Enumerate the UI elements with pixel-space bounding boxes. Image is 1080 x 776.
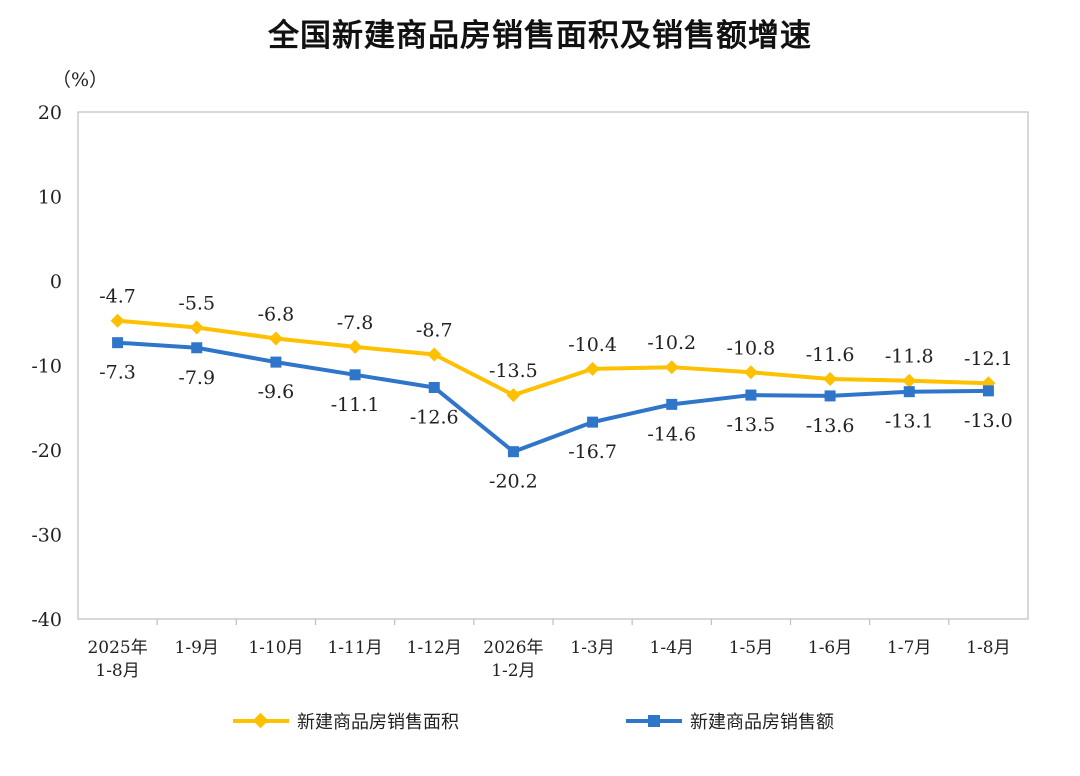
data-label: -13.0	[964, 410, 1013, 432]
legend-label-area: 新建商品房销售面积	[297, 712, 459, 733]
data-point-square	[270, 356, 282, 368]
data-point-square	[349, 369, 361, 381]
data-point-diamond	[427, 347, 442, 362]
data-label: -5.5	[178, 292, 215, 314]
data-point-square	[982, 385, 994, 397]
legend-diamond-marker-icon	[252, 712, 269, 729]
data-point-diamond	[506, 388, 521, 403]
data-point-square	[428, 381, 440, 393]
x-tick-label: 1-5月	[729, 638, 773, 658]
legend-item-area: 新建商品房销售面积	[233, 706, 459, 736]
data-label: -13.5	[727, 414, 776, 436]
data-label: -9.6	[258, 381, 295, 403]
legend-square-marker-icon	[648, 715, 660, 727]
x-tick-label: 1-7月	[887, 638, 931, 658]
series-line-area	[117, 318, 989, 398]
data-label: -7.9	[178, 367, 215, 389]
data-point-diamond	[268, 331, 283, 346]
data-point-diamond	[743, 365, 758, 380]
data-label: -10.2	[647, 332, 696, 354]
data-labels: -4.7 -5.5 -6.8 -7.8 -8.7 -13.5 -10.4 -10.2 -10.8…	[99, 286, 1013, 493]
x-tick-label: 1-6月	[808, 638, 852, 658]
x-tick-label: 1-12月	[407, 638, 462, 658]
x-tick-label: 1-3月	[570, 638, 614, 658]
data-point-square	[745, 389, 757, 401]
y-tick-label: 0	[50, 271, 62, 293]
x-tick-label: 1-8月	[95, 661, 139, 681]
data-point-diamond	[902, 373, 917, 388]
line-chart: （%） 20 10 0 -10 -20 -30 -40 2025年 1-8月 1-9月 1-10月…	[31, 69, 1029, 681]
legend-label-amount: 新建商品房销售额	[690, 712, 834, 733]
data-label: -13.1	[885, 411, 934, 433]
data-label: -14.6	[647, 423, 696, 445]
data-point-diamond	[189, 320, 204, 335]
legend-swatch-amount	[626, 706, 682, 736]
legend-swatch-area	[233, 706, 289, 736]
y-tick-label: -40	[31, 609, 62, 631]
data-label: -7.3	[99, 362, 136, 384]
y-tick-label: 20	[38, 102, 62, 124]
data-point-diamond	[110, 313, 125, 328]
x-tick-label: 1-4月	[650, 638, 694, 658]
chart-title: 全国新建商品房销售面积及销售额增速	[268, 18, 812, 54]
x-tick-label: 2025年	[87, 638, 147, 658]
data-label: -11.8	[885, 346, 934, 368]
data-label: -6.8	[258, 303, 295, 325]
series-layer	[110, 313, 996, 458]
data-label: -20.2	[489, 471, 538, 493]
data-point-square	[903, 386, 915, 398]
data-point-square	[191, 342, 203, 354]
data-label: -16.7	[568, 441, 617, 463]
data-label: -10.8	[727, 337, 776, 359]
data-point-square	[587, 416, 599, 428]
y-axis-ticks: 20 10 0 -10 -20 -30 -40	[31, 102, 62, 631]
y-tick-label: -10	[31, 356, 62, 378]
data-point-diamond	[664, 360, 679, 375]
data-point-square	[507, 446, 519, 458]
data-point-square	[824, 390, 836, 402]
x-tick-label: 1-8月	[966, 638, 1010, 658]
x-tick-label: 1-9月	[175, 638, 219, 658]
y-tick-label: -20	[31, 440, 62, 462]
data-point-diamond	[348, 339, 363, 354]
data-label: -12.1	[964, 348, 1013, 370]
data-label: -10.4	[568, 334, 617, 356]
data-label: -13.5	[489, 360, 538, 382]
data-label: -8.7	[416, 320, 453, 342]
y-tick-label: 10	[38, 187, 62, 209]
x-tick-label: 1-10月	[248, 638, 303, 658]
x-tick-label: 1-11月	[327, 638, 382, 658]
data-label: -13.6	[806, 415, 855, 437]
x-tick-label: 2026年	[483, 638, 543, 658]
x-axis-ticks: 2025年 1-8月 1-9月 1-10月 1-11月 1-12月 2026年 1-2月 1-3…	[87, 619, 1011, 681]
y-axis-unit-label: （%）	[52, 69, 108, 91]
data-label: -12.6	[410, 406, 459, 428]
data-point-diamond	[585, 361, 600, 376]
y-tick-label: -30	[31, 525, 62, 547]
series-line-amount	[117, 340, 989, 454]
data-point-square	[112, 337, 124, 349]
x-tick-label: 1-2月	[491, 661, 535, 681]
data-point-diamond	[823, 372, 838, 387]
legend-item-amount: 新建商品房销售额	[626, 706, 834, 736]
data-point-square	[666, 398, 678, 410]
data-label: -4.7	[99, 286, 136, 308]
data-label: -7.8	[337, 312, 374, 334]
data-label: -11.6	[806, 344, 855, 366]
data-label: -11.1	[331, 394, 380, 416]
